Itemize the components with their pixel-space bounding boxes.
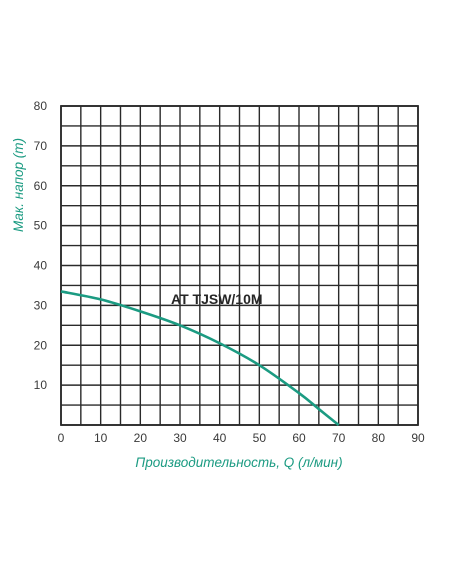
x-tick-label: 90 [411, 431, 425, 445]
y-tick-label: 70 [34, 139, 48, 153]
series-label: AT TJSW/10M [171, 291, 263, 307]
y-tick-label: 60 [34, 179, 48, 193]
y-tick-label: 20 [34, 338, 48, 352]
x-tick-label: 30 [173, 431, 187, 445]
chart-grid [60, 105, 419, 426]
x-tick-labels: 0 10 20 30 40 50 60 70 80 90 [58, 431, 425, 445]
y-tick-label: 40 [34, 259, 48, 273]
y-tick-label: 50 [34, 219, 48, 233]
y-tick-label: 10 [34, 378, 48, 392]
plot-frame [60, 105, 419, 426]
x-tick-label: 50 [253, 431, 267, 445]
y-tick-label: 30 [34, 298, 48, 312]
y-axis-label: Мак. напор (m) [11, 138, 26, 232]
y-tick-labels: 10 20 30 40 50 60 70 80 [34, 99, 48, 392]
x-axis-label: Производительность, Q (л/мин) [135, 455, 342, 470]
x-tick-label: 60 [292, 431, 306, 445]
x-tick-label: 70 [332, 431, 346, 445]
x-tick-label: 80 [372, 431, 386, 445]
x-tick-label: 10 [94, 431, 108, 445]
series-line-at-tjsw-10m [60, 290, 340, 427]
x-tick-label: 40 [213, 431, 227, 445]
x-tick-label: 20 [134, 431, 148, 445]
x-tick-label: 0 [58, 431, 65, 445]
y-tick-label: 80 [34, 99, 48, 113]
